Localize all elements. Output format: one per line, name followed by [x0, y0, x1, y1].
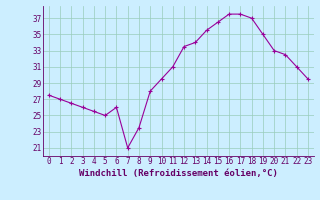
X-axis label: Windchill (Refroidissement éolien,°C): Windchill (Refroidissement éolien,°C) — [79, 169, 278, 178]
